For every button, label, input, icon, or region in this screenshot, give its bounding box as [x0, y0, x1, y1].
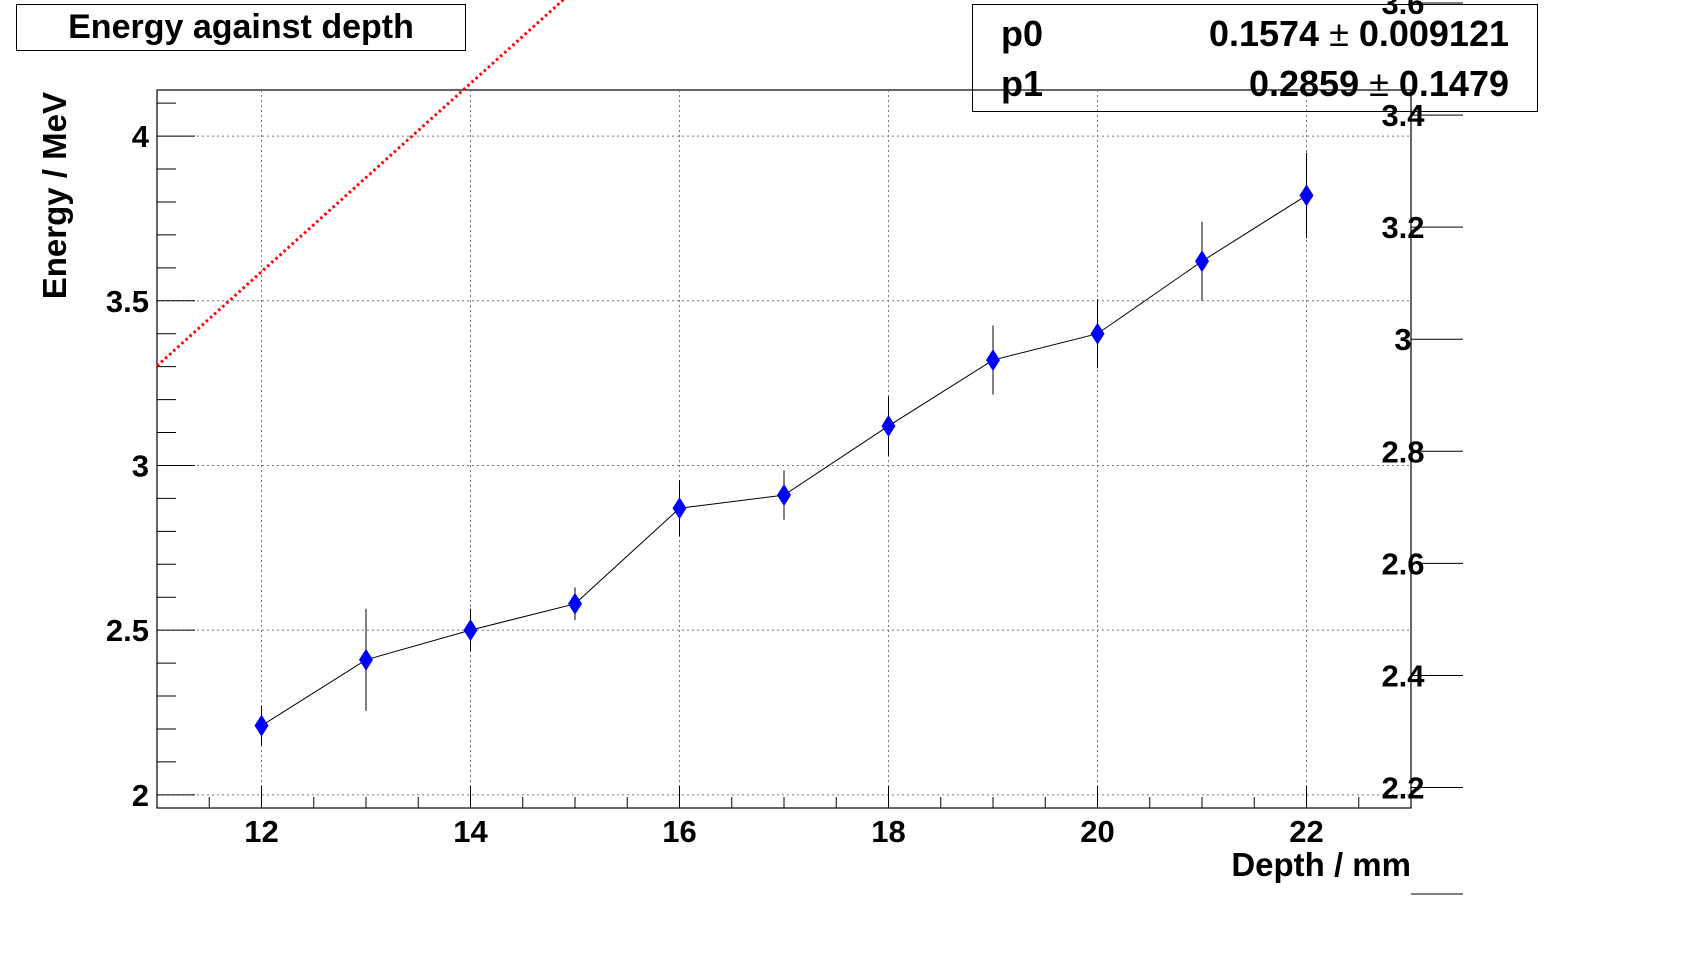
stat-error-value: 0.009121 — [1358, 13, 1509, 54]
data-point-marker — [1299, 184, 1314, 207]
secondary-axis-tick-label: 2.8 — [1381, 434, 1424, 469]
y-tick-label: 2.5 — [106, 613, 149, 648]
stat-row-p1: p1 0.2859 ± 0.1479 — [973, 63, 1537, 113]
x-tick-label: 14 — [453, 814, 488, 849]
stat-main-value: 0.2859 — [1248, 63, 1360, 104]
data-point-marker — [359, 648, 373, 671]
stat-value: 0.2859 ± 0.1479 — [1249, 63, 1509, 105]
x-tick-label: 20 — [1080, 814, 1114, 849]
y-tick-label: 2 — [132, 778, 149, 813]
x-tick-label: 16 — [662, 814, 696, 849]
secondary-axis-tick-label: 3 — [1394, 322, 1411, 357]
data-point-marker — [1195, 250, 1209, 273]
stat-value: 0.1574 ± 0.009121 — [1209, 13, 1509, 55]
x-axis-label: Depth / mm — [1231, 846, 1411, 883]
secondary-axis-tick-label: 3.6 — [1381, 0, 1424, 21]
fit-line — [155, 0, 566, 368]
chart-title: Energy against depth — [16, 4, 466, 51]
stat-error-value: 0.1479 — [1398, 63, 1509, 104]
stat-name: p1 — [1001, 63, 1044, 104]
secondary-axis-tick-label: 2.2 — [1381, 771, 1424, 806]
secondary-axis-tick-label: 3.2 — [1381, 210, 1424, 245]
secondary-axis-tick-label: 3.4 — [1381, 98, 1425, 133]
data-point-marker — [1090, 322, 1105, 345]
y-axis-label: Energy / MeV — [36, 92, 73, 299]
series-group — [254, 152, 1314, 746]
data-point-marker — [881, 414, 896, 437]
secondary-axis: 2.2 2.4 2.6 2.8 3 3.2 3.4 3.6 — [1381, 0, 1463, 895]
axis-ticks — [156, 102, 1412, 808]
plus-minus-symbol: ± — [1369, 63, 1389, 104]
plot-frame — [156, 89, 1412, 809]
x-tick-label: 18 — [871, 814, 905, 849]
y-tick-label: 4 — [132, 119, 150, 154]
data-point-marker — [254, 714, 269, 737]
plus-minus-symbol: ± — [1329, 13, 1349, 54]
secondary-axis-tick-label: 2.4 — [1381, 658, 1425, 693]
fit-line-group — [155, 0, 566, 368]
x-tick-label: 22 — [1289, 814, 1323, 849]
series-connector-line — [261, 194, 1307, 727]
data-point-marker — [986, 349, 1000, 372]
y-tick-label: 3 — [132, 448, 149, 483]
x-tick-label: 12 — [244, 814, 278, 849]
secondary-axis-tick-label: 2.6 — [1381, 546, 1424, 581]
data-point-marker — [672, 497, 687, 520]
stat-name: p0 — [1001, 13, 1044, 54]
data-point-marker — [568, 592, 582, 615]
y-tick-label: 3.5 — [106, 284, 149, 319]
fit-stats-box: p0 0.1574 ± 0.009121 p1 0.2859 ± 0.1479 — [972, 4, 1538, 112]
stat-row-p0: p0 0.1574 ± 0.009121 — [973, 13, 1537, 63]
stat-main-value: 0.1574 — [1208, 13, 1320, 54]
grid — [157, 90, 1411, 808]
data-point-marker — [777, 484, 791, 507]
data-point-marker — [463, 619, 478, 642]
